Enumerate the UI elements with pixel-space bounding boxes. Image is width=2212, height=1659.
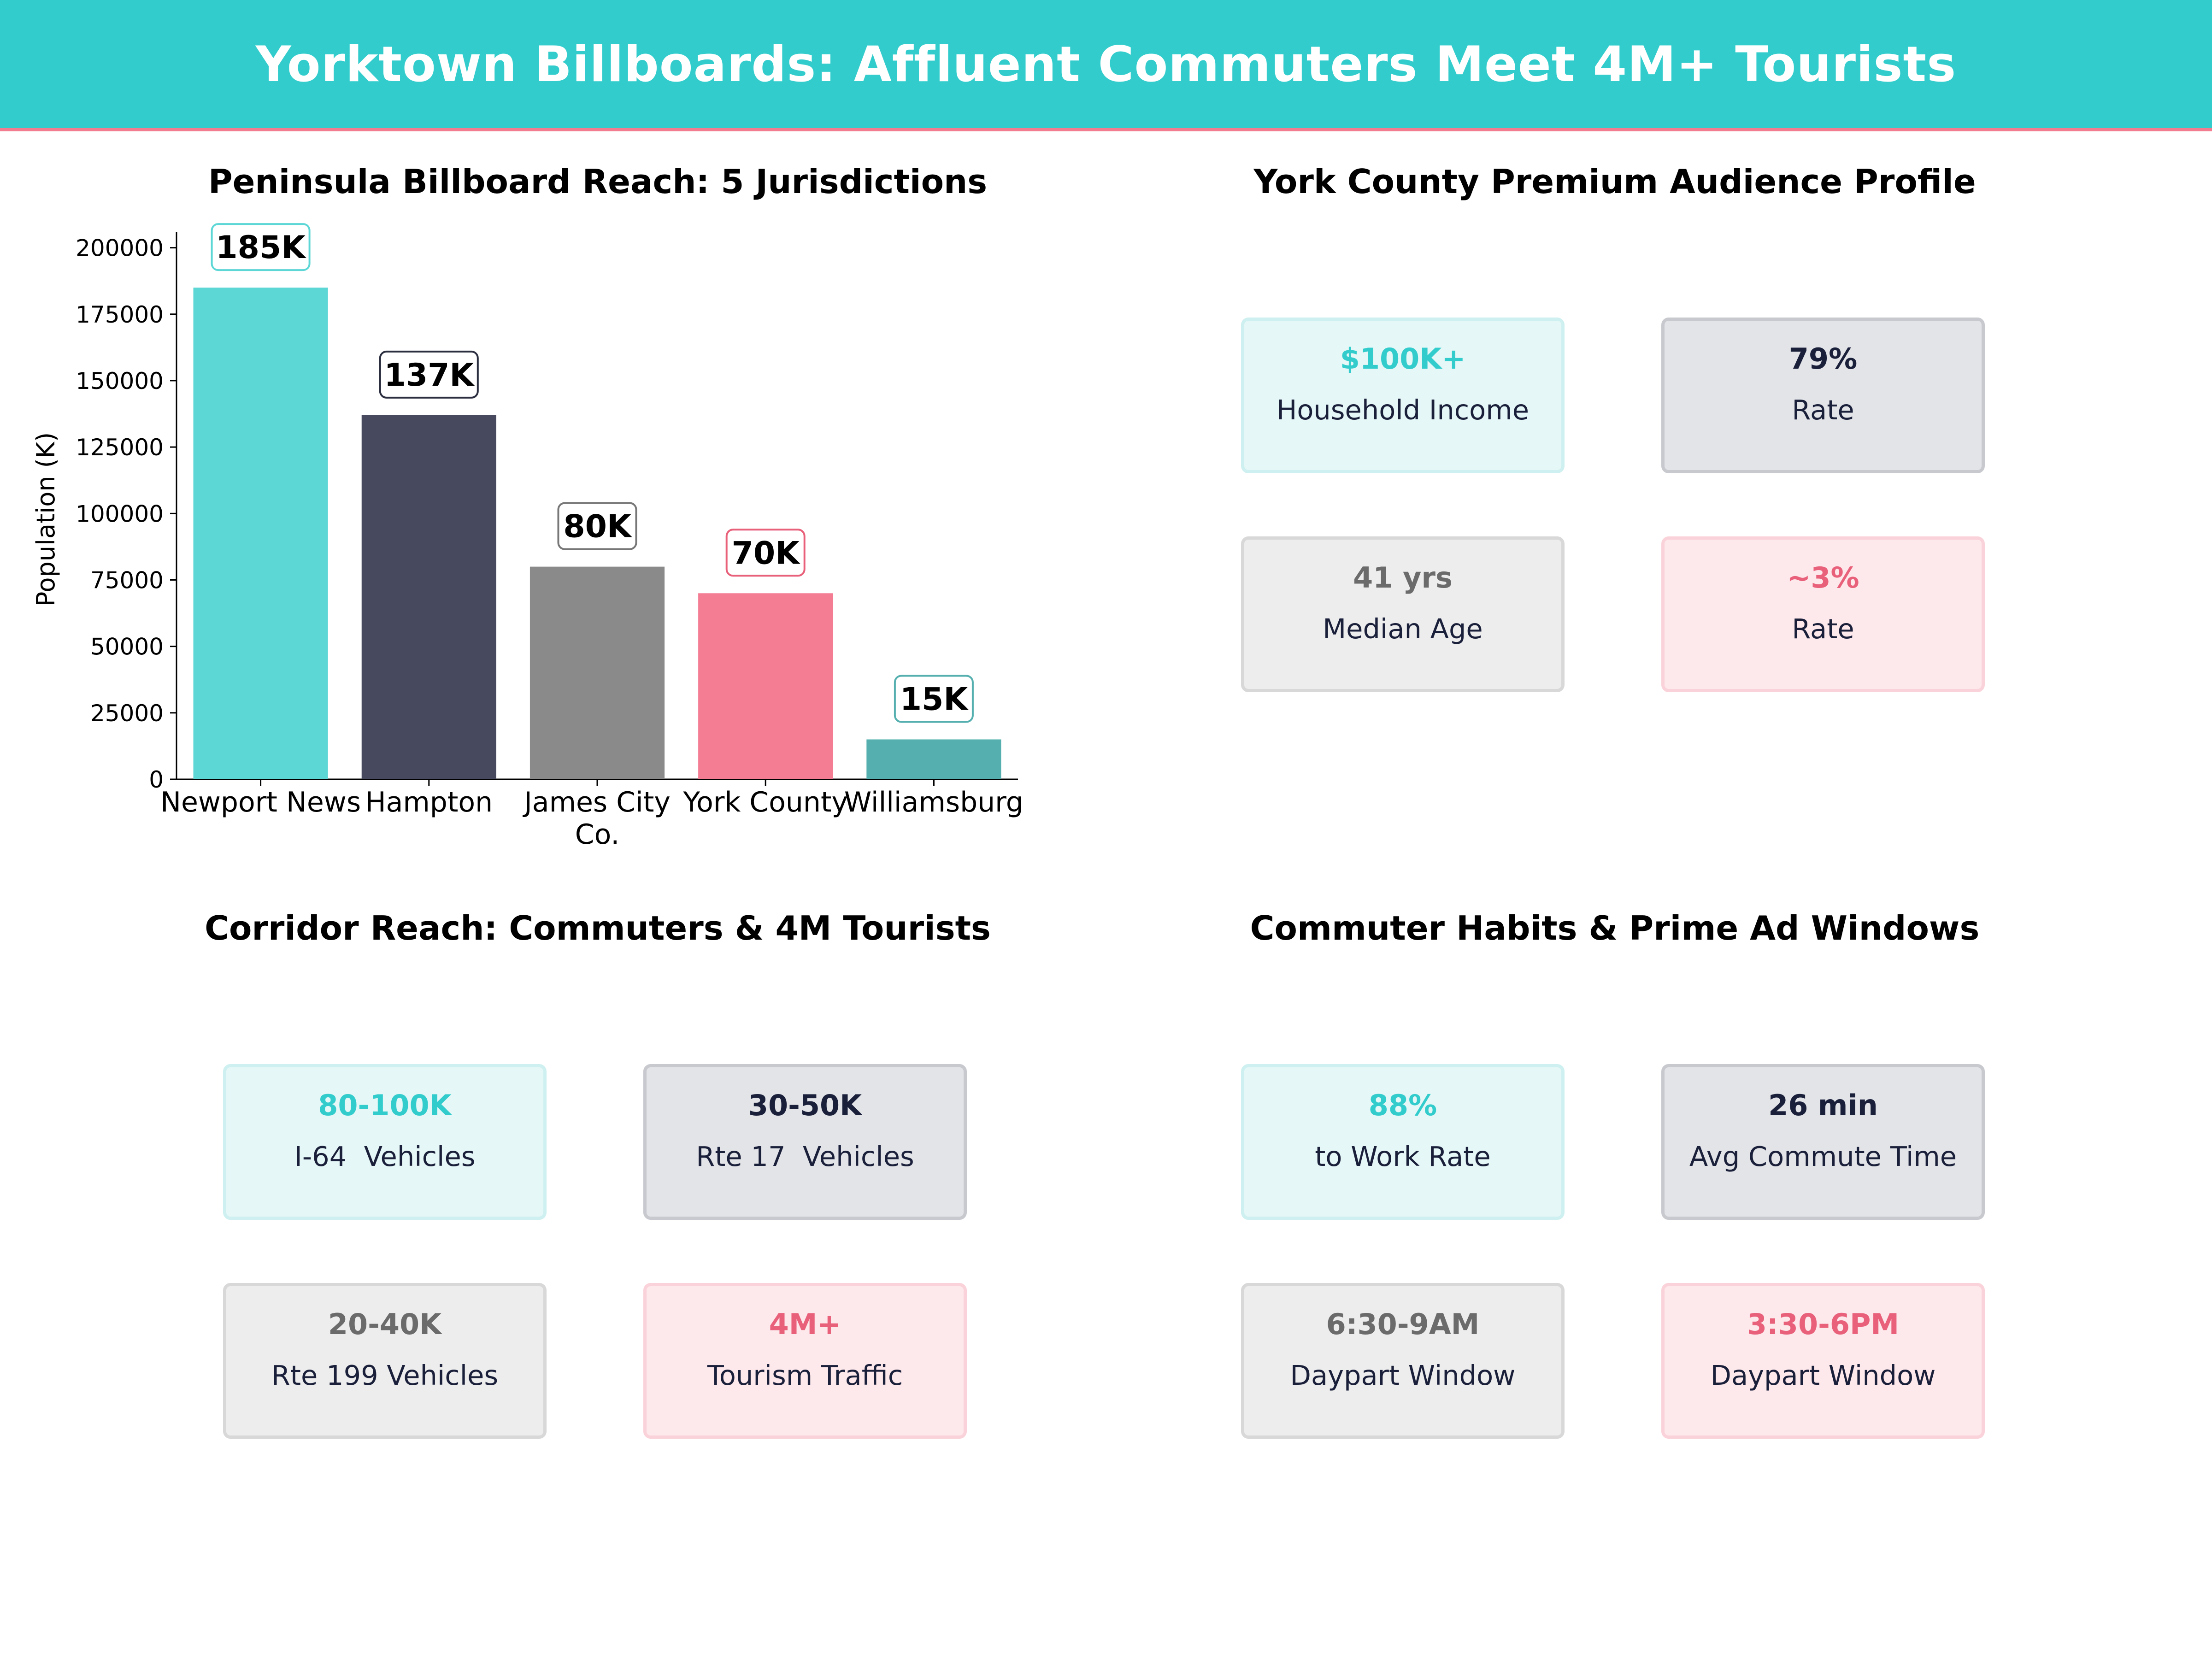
income-label: Household Income — [1276, 394, 1530, 426]
y-tick-label: 200000 — [76, 235, 164, 262]
y-tick-label: 0 — [149, 766, 164, 793]
x-tick-label: Williamsburg — [844, 786, 1024, 818]
x-tick-label: James City — [522, 786, 671, 818]
work-rate-card: 88% to Work Rate — [1241, 1064, 1565, 1220]
x-tick-label: York County — [682, 786, 848, 818]
morning-daypart-value: 6:30-9AM — [1326, 1307, 1480, 1341]
data-label-box — [894, 675, 974, 723]
data-label: 185K — [216, 229, 306, 266]
data-label: 80K — [563, 509, 632, 545]
profile-panel-title: York County Premium Audience Profile — [1253, 162, 1976, 201]
rte199-label: Rte 199 Vehicles — [271, 1359, 499, 1391]
morning-daypart-label: Daypart Window — [1290, 1359, 1516, 1391]
bar — [529, 566, 665, 779]
rte199-value: 20-40K — [328, 1307, 442, 1341]
i64-label: I-64 Vehicles — [294, 1141, 476, 1172]
tourism-card: 4M+ Tourism Traffic — [643, 1283, 967, 1439]
data-label: 137K — [384, 357, 475, 394]
header-banner: Yorktown Billboards: Affluent Commuters … — [0, 0, 2212, 131]
median-age-label: Median Age — [1323, 613, 1483, 645]
rte17-value: 30-50K — [748, 1088, 862, 1122]
corridor-panel-title: Corridor Reach: Commuters & 4M Tourists — [205, 909, 991, 947]
commute-time-card: 26 min Avg Commute Time — [1661, 1064, 1985, 1220]
x-tick-label: Newport News — [160, 786, 361, 818]
rate-card: 79% Rate — [1661, 318, 1985, 473]
y-tick-label: 75000 — [90, 567, 164, 594]
morning-daypart-card: 6:30-9AM Daypart Window — [1241, 1283, 1565, 1439]
unemployment-rate-value: ~3% — [1787, 561, 1859, 594]
data-label-box — [379, 350, 479, 399]
work-rate-value: 88% — [1368, 1088, 1437, 1122]
evening-daypart-label: Daypart Window — [1710, 1359, 1936, 1391]
commute-time-value: 26 min — [1768, 1088, 1878, 1122]
rte17-card: 30-50K Rte 17 Vehicles — [643, 1064, 967, 1220]
bar — [193, 288, 328, 779]
income-card: $100K+ Household Income — [1241, 318, 1565, 473]
rate-value: 79% — [1788, 342, 1858, 376]
y-tick-label: 175000 — [76, 301, 164, 328]
bar — [698, 593, 833, 779]
median-age-card: 41 yrs Median Age — [1241, 536, 1565, 692]
bar — [866, 739, 1001, 779]
bar — [361, 415, 496, 779]
work-rate-label: to Work Rate — [1315, 1141, 1491, 1172]
y-tick-label: 150000 — [76, 368, 164, 394]
data-label-box — [725, 529, 806, 577]
tourism-value: 4M+ — [769, 1307, 841, 1341]
y-tick-label: 50000 — [90, 634, 164, 660]
rte199-card: 20-40K Rte 199 Vehicles — [223, 1283, 547, 1439]
y-tick-label: 100000 — [76, 500, 164, 527]
rte17-label: Rte 17 Vehicles — [696, 1141, 914, 1172]
i64-card: 80-100K I-64 Vehicles — [223, 1064, 547, 1220]
y-axis-label: Population (K) — [31, 432, 60, 606]
evening-daypart-card: 3:30-6PM Daypart Window — [1661, 1283, 1985, 1439]
tourism-label: Tourism Traffic — [707, 1359, 903, 1391]
y-tick-label: 125000 — [76, 434, 164, 461]
evening-daypart-value: 3:30-6PM — [1747, 1307, 1900, 1341]
reach-bar-chart: 0 25000 50000 75000 100000 125000 150000 175000… — [31, 223, 1024, 851]
x-tick-label: Hampton — [365, 786, 493, 818]
habits-panel-title: Commuter Habits & Prime Ad Windows — [1250, 909, 1980, 947]
i64-value: 80-100K — [318, 1088, 452, 1122]
median-age-value: 41 yrs — [1353, 561, 1453, 594]
unemployment-rate-card: ~3% Rate — [1661, 536, 1985, 692]
y-tick-label: 25000 — [90, 700, 164, 727]
unemployment-rate-label: Rate — [1792, 613, 1854, 645]
rate-label: Rate — [1792, 394, 1854, 426]
page-title: Yorktown Billboards: Affluent Commuters … — [255, 35, 1957, 93]
data-label-box — [211, 223, 311, 271]
data-label-box — [557, 502, 637, 550]
x-tick-label: Co. — [575, 818, 620, 851]
income-value: $100K+ — [1340, 342, 1466, 376]
reach-panel-title: Peninsula Billboard Reach: 5 Jurisdictio… — [208, 162, 988, 201]
commute-time-label: Avg Commute Time — [1689, 1141, 1957, 1172]
data-label: 70K — [732, 535, 801, 571]
data-label: 15K — [900, 681, 969, 718]
